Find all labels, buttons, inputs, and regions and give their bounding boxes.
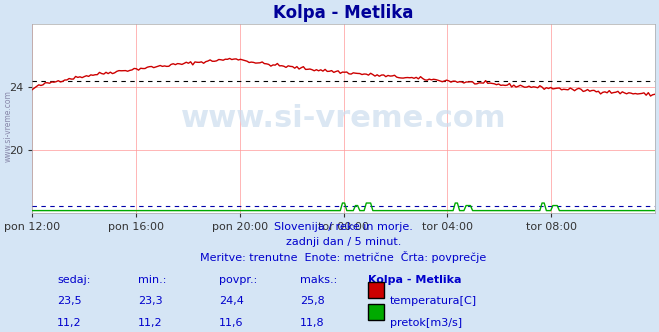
Text: 24,4: 24,4 xyxy=(219,296,244,306)
Text: pretok[m3/s]: pretok[m3/s] xyxy=(390,317,463,328)
FancyBboxPatch shape xyxy=(368,283,384,298)
Text: povpr.:: povpr.: xyxy=(219,275,257,285)
Text: 11,6: 11,6 xyxy=(219,317,244,328)
Title: Kolpa - Metlika: Kolpa - Metlika xyxy=(273,4,414,22)
Text: Slovenija / reke in morje.: Slovenija / reke in morje. xyxy=(274,222,413,232)
Text: maks.:: maks.: xyxy=(300,275,337,285)
Text: www.si-vreme.com: www.si-vreme.com xyxy=(4,90,13,162)
Text: 11,8: 11,8 xyxy=(300,317,325,328)
Text: zadnji dan / 5 minut.: zadnji dan / 5 minut. xyxy=(286,237,401,247)
Text: temperatura[C]: temperatura[C] xyxy=(390,296,477,306)
Text: sedaj:: sedaj: xyxy=(57,275,90,285)
Text: Kolpa - Metlika: Kolpa - Metlika xyxy=(368,275,462,285)
Text: 25,8: 25,8 xyxy=(300,296,325,306)
Text: www.si-vreme.com: www.si-vreme.com xyxy=(181,104,506,133)
Text: 11,2: 11,2 xyxy=(138,317,163,328)
Text: 11,2: 11,2 xyxy=(57,317,82,328)
Text: min.:: min.: xyxy=(138,275,167,285)
Text: 23,3: 23,3 xyxy=(138,296,163,306)
Text: 23,5: 23,5 xyxy=(57,296,82,306)
FancyBboxPatch shape xyxy=(368,304,384,320)
Text: Meritve: trenutne  Enote: metrične  Črta: povprečje: Meritve: trenutne Enote: metrične Črta: … xyxy=(200,251,486,264)
